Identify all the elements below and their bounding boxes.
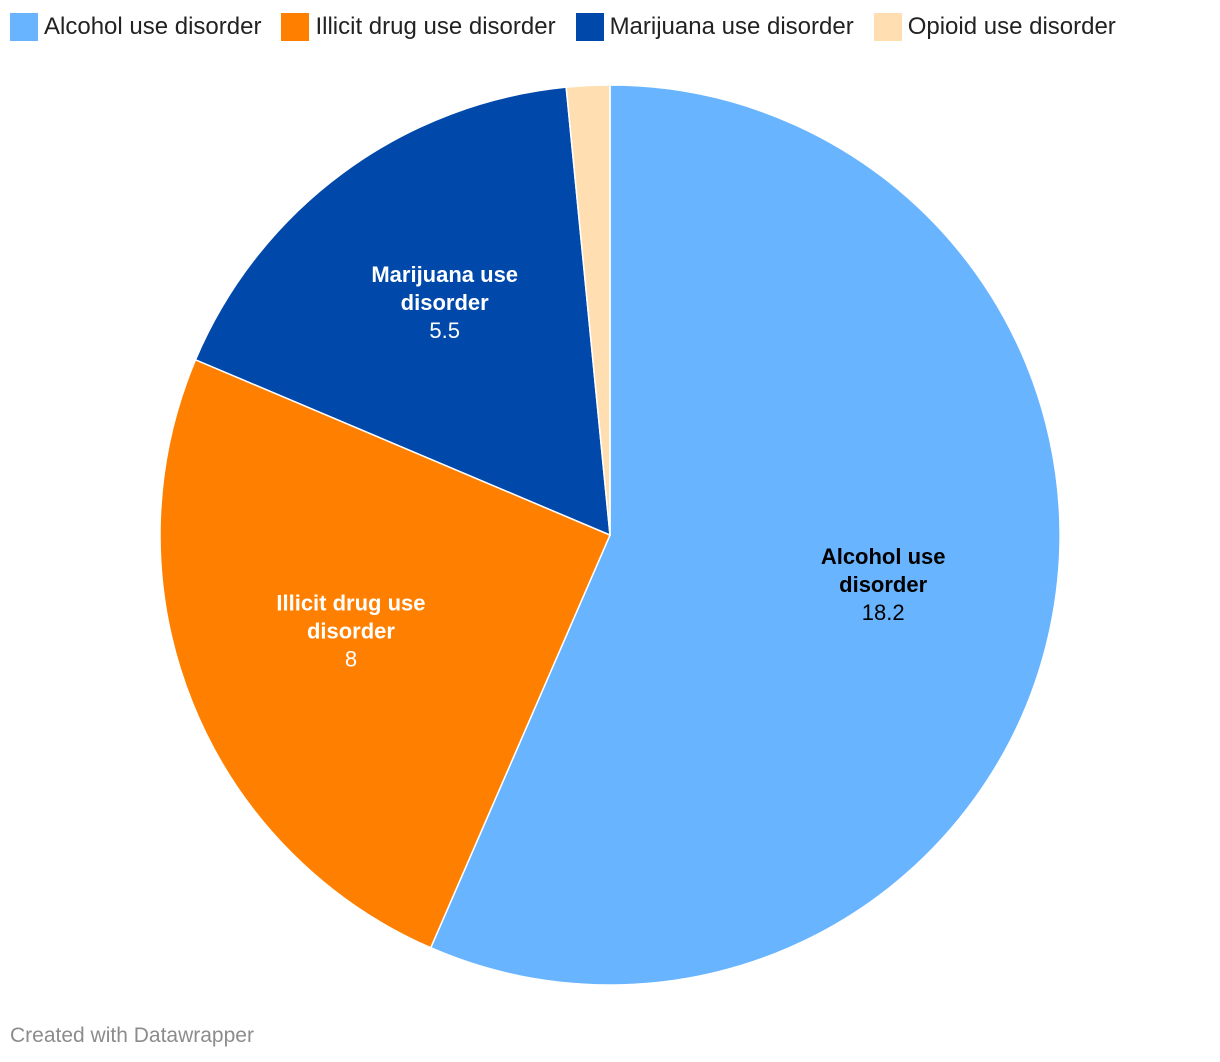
slice-label-value: 5.5 <box>429 318 460 343</box>
pie-labels: Alcohol use disorder 18.2 Illicit drug use d… <box>276 262 945 671</box>
legend-swatch-illicit <box>281 13 310 41</box>
legend-label-alcohol: Alcohol use disorder <box>44 13 262 40</box>
slice-label-value: 8 <box>345 647 357 672</box>
slice-label-illicit-drug-use-disorder: Illicit drug use disorder 8 <box>276 591 425 672</box>
chart-legend: Alcohol use disorder Illicit drug use di… <box>10 12 1136 42</box>
legend-swatch-marijuana <box>575 13 604 41</box>
slice-label-name: Marijuana use disorder <box>371 262 518 315</box>
pie-slice-marijuana-use-disorder <box>194 86 611 537</box>
legend-swatch-opioid <box>873 13 902 41</box>
legend-label-opioid: Opioid use disorder <box>907 13 1116 40</box>
legend-item-opioid: Opioid use disorder <box>873 12 1116 42</box>
legend-item-alcohol: Alcohol use disorder <box>10 12 261 42</box>
slice-label-value: 18.2 <box>862 600 905 625</box>
pie-slice-illicit-drug-use-disorder <box>159 358 611 949</box>
legend-item-marijuana: Marijuana use disorder <box>575 12 854 42</box>
slice-label-name: Illicit drug use disorder <box>276 591 425 644</box>
slice-label-marijuana-use-disorder: Marijuana use disorder 5.5 <box>371 262 518 343</box>
datawrapper-credit: Created with Datawrapper <box>10 1024 254 1047</box>
slice-label-alcohol-use-disorder: Alcohol use disorder 18.2 <box>821 544 946 625</box>
pie-slice-alcohol-use-disorder <box>429 84 1061 986</box>
legend-item-illicit: Illicit drug use disorder <box>281 12 556 42</box>
slice-label-name: Alcohol use disorder <box>821 544 946 597</box>
pie-slices <box>159 84 1061 986</box>
legend-label-marijuana: Marijuana use disorder <box>609 13 854 40</box>
legend-swatch-alcohol <box>10 13 38 41</box>
legend-label-illicit: Illicit drug use disorder <box>315 13 556 40</box>
pie-slice-opioid-use-disorder <box>565 84 611 536</box>
